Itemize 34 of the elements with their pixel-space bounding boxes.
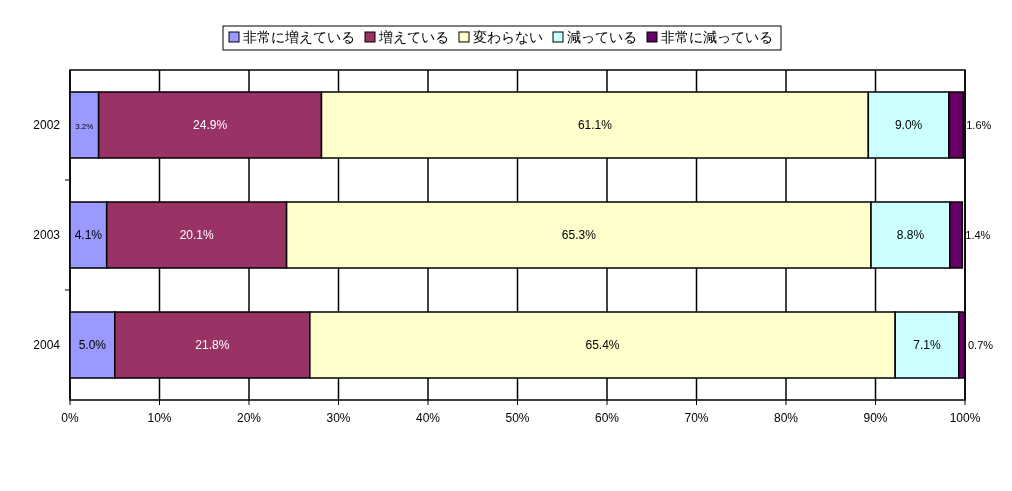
legend-label: 変わらない bbox=[473, 29, 543, 45]
data-label: 8.8% bbox=[896, 228, 925, 242]
legend-label: 増えている bbox=[378, 29, 449, 45]
data-label: 5.0% bbox=[78, 338, 107, 352]
x-tick-label: 100% bbox=[949, 411, 981, 425]
data-label: 65.4% bbox=[585, 338, 620, 352]
data-label: 24.9% bbox=[193, 118, 228, 132]
data-label: 1.4% bbox=[965, 229, 991, 241]
data-label: 1.6% bbox=[966, 119, 992, 131]
legend-label: 非常に減っている bbox=[661, 29, 773, 45]
x-tick-label: 90% bbox=[863, 411, 888, 425]
x-tick-label: 10% bbox=[147, 411, 172, 425]
legend-label: 非常に増えている bbox=[243, 29, 355, 45]
x-tick-label: 20% bbox=[236, 411, 262, 425]
data-label: 3.2% bbox=[75, 122, 94, 131]
x-tick-label: 80% bbox=[773, 411, 799, 425]
x-tick-label: 70% bbox=[684, 411, 709, 425]
x-tick-label: 50% bbox=[505, 411, 530, 425]
y-tick-label: 2002 bbox=[33, 118, 61, 132]
x-tick-label: 30% bbox=[326, 411, 351, 425]
x-tick-label: 0% bbox=[61, 411, 79, 425]
x-tick-label: 60% bbox=[594, 411, 620, 425]
y-tick-label: 2003 bbox=[33, 228, 61, 242]
legend-label: 減っている bbox=[567, 29, 637, 45]
data-label: 7.1% bbox=[913, 338, 941, 352]
data-label: 0.7% bbox=[968, 339, 994, 351]
data-label: 21.8% bbox=[195, 338, 230, 352]
data-label: 4.1% bbox=[74, 228, 103, 242]
x-tick-label: 40% bbox=[415, 411, 441, 425]
data-label: 9.0% bbox=[894, 118, 923, 132]
y-tick-label: 2004 bbox=[33, 338, 61, 352]
data-label: 61.1% bbox=[577, 118, 613, 132]
data-label: 65.3% bbox=[561, 228, 597, 242]
data-label: 20.1% bbox=[179, 228, 214, 242]
